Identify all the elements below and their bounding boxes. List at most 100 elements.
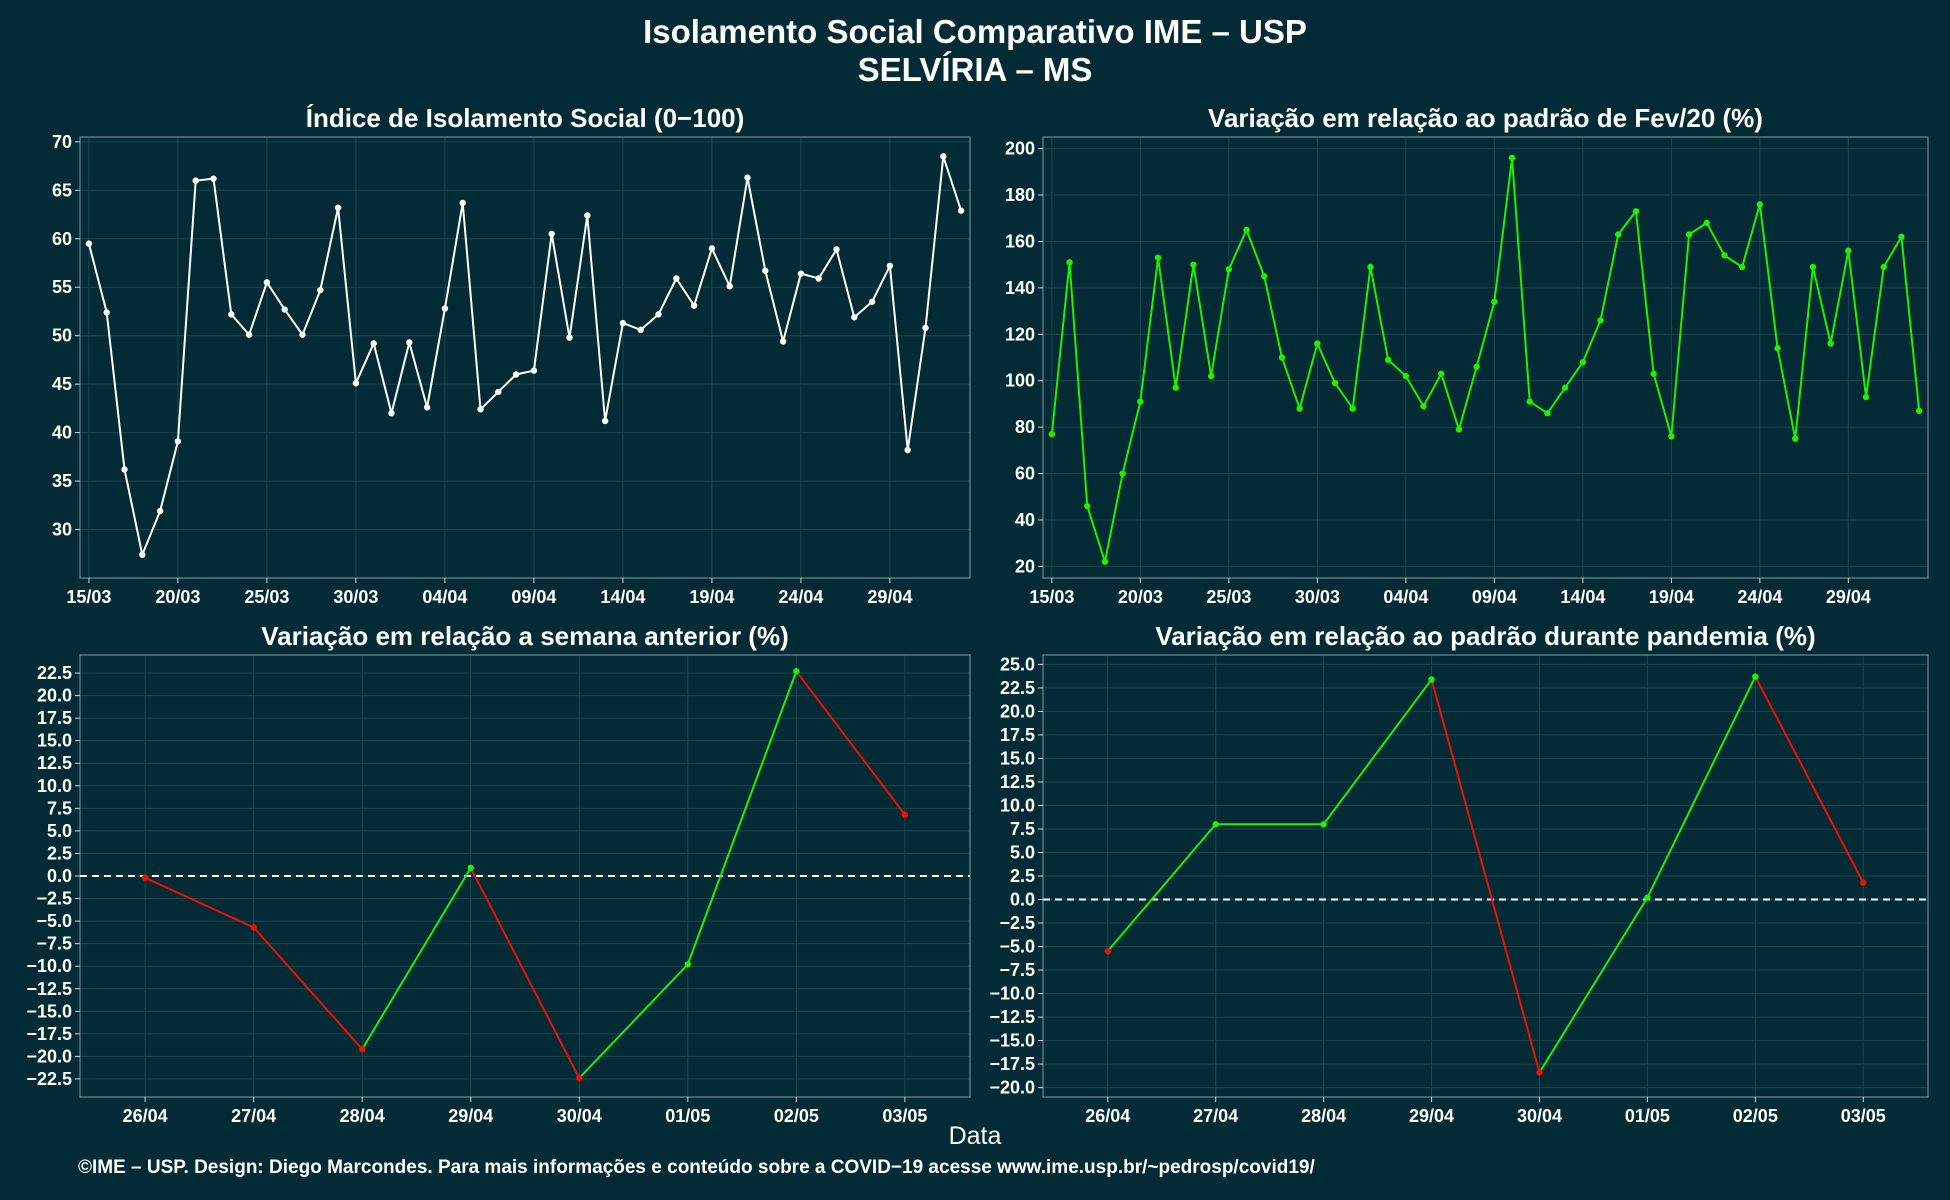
data-point	[139, 551, 146, 558]
x-tick-label: 28/04	[340, 1106, 385, 1126]
grid-lines	[80, 137, 970, 578]
chart-panel-3: Variação em relação a semana anterior (%…	[26, 621, 971, 1126]
data-point	[957, 207, 965, 214]
y-tick-label: −10.0	[989, 984, 1035, 1004]
data-point	[1066, 259, 1073, 266]
data-point	[1243, 226, 1250, 234]
data-point	[1792, 435, 1799, 442]
data-point	[1491, 298, 1498, 305]
series-segment	[469, 867, 581, 1079]
data-point	[1544, 410, 1551, 417]
chart-panel-1: Índice de Isolamento Social (0−100) 30 35 4…	[52, 103, 971, 607]
data-point	[1172, 384, 1179, 391]
data-point	[388, 410, 395, 417]
data-point	[601, 417, 609, 425]
y-tick-label: 7.5	[47, 798, 72, 818]
data-point	[1137, 398, 1144, 405]
series-segment	[1538, 897, 1649, 1074]
y-tick-label: 60	[1015, 464, 1035, 484]
data-point	[1428, 676, 1435, 683]
data-point	[1314, 340, 1321, 347]
y-tick-label: −10.0	[26, 956, 72, 976]
data-point	[317, 286, 324, 294]
data-point	[1898, 233, 1905, 241]
y-tick-label: 20.0	[37, 686, 72, 706]
series-segment	[795, 670, 906, 816]
chart-panel-4: Variação em relação ao padrão durante pa…	[989, 621, 1929, 1126]
data-point	[1261, 273, 1268, 280]
x-tick-label: 25/03	[1206, 587, 1251, 607]
data-point	[673, 275, 680, 282]
data-point	[1752, 673, 1759, 680]
x-tick-label: 30/03	[1295, 587, 1340, 607]
y-tick-label: −17.5	[989, 1054, 1035, 1074]
data-point	[1438, 370, 1445, 377]
series-segment	[361, 867, 472, 1050]
data-point	[1756, 201, 1764, 208]
data-point	[423, 404, 431, 411]
x-axis-title: Data	[948, 1122, 1002, 1150]
data-point	[1703, 219, 1710, 227]
data-point	[103, 309, 110, 316]
y-tick-label: −15.0	[26, 1001, 72, 1021]
data-point	[1615, 231, 1622, 238]
y-tick-label: 20	[1015, 556, 1035, 576]
x-tick-label: 09/04	[511, 587, 556, 607]
data-point	[495, 388, 502, 396]
x-tick-label: 09/04	[1472, 587, 1517, 607]
data-point	[1349, 405, 1356, 412]
data-point	[174, 438, 182, 445]
y-tick-label: −7.5	[999, 960, 1035, 980]
y-tick-label: 5.0	[47, 821, 72, 841]
data-point	[690, 302, 698, 309]
x-tick-label: 03/05	[882, 1106, 927, 1126]
y-tick-label: 65	[52, 180, 72, 200]
x-tick-label: 26/04	[123, 1106, 168, 1126]
y-tick-label: 12.5	[1000, 772, 1035, 792]
y-tick-label: 55	[52, 277, 72, 297]
y-tick-label: 160	[1005, 231, 1035, 251]
data-point	[940, 153, 947, 160]
data-point	[141, 874, 149, 882]
x-tick-label: 26/04	[1085, 1106, 1130, 1126]
chart-subtitle: SELVÍRIA – MS	[857, 51, 1093, 88]
data-point	[637, 326, 644, 334]
x-tick-label: 19/04	[1649, 587, 1694, 607]
x-tick-label: 04/04	[422, 587, 467, 607]
data-point	[762, 267, 769, 274]
y-tick-label: −20.0	[989, 1078, 1035, 1098]
data-point	[250, 924, 257, 931]
data-point	[281, 306, 288, 313]
data-point	[192, 177, 199, 184]
series-segment	[1754, 676, 1865, 884]
y-tick-label: −15.0	[989, 1031, 1035, 1051]
data-point	[85, 240, 93, 247]
x-tick-label: 14/04	[600, 587, 645, 607]
data-point	[459, 199, 466, 207]
x-tick-label: 19/04	[689, 587, 734, 607]
data-point	[406, 339, 413, 346]
x-tick-label: 20/03	[1118, 587, 1163, 607]
data-point	[210, 175, 217, 182]
y-tick-label: 0.0	[47, 866, 72, 886]
data-point	[1278, 354, 1286, 361]
data-point	[1597, 317, 1604, 324]
series	[85, 153, 965, 559]
chart-title: Isolamento Social Comparativo IME – USP	[643, 13, 1307, 50]
data-point	[467, 864, 474, 872]
series-segment	[1646, 676, 1757, 899]
y-tick-label: 100	[1005, 371, 1035, 391]
x-tick-label: 27/04	[1193, 1106, 1238, 1126]
y-tick-label: 25.0	[1000, 654, 1035, 674]
data-point	[566, 334, 573, 341]
y-tick-label: 45	[52, 374, 72, 394]
series-segment	[578, 963, 689, 1079]
y-tick-label: 50	[52, 326, 72, 346]
data-point	[744, 174, 751, 181]
data-point	[797, 270, 805, 277]
series	[1104, 673, 1867, 1076]
data-point	[584, 212, 591, 219]
footer-credit: ©IME – USP. Design: Diego Marcondes. Par…	[78, 1157, 1315, 1178]
panel-title: Variação em relação a semana anterior (%…	[261, 621, 789, 651]
y-tick-label: 0.0	[1010, 890, 1035, 910]
